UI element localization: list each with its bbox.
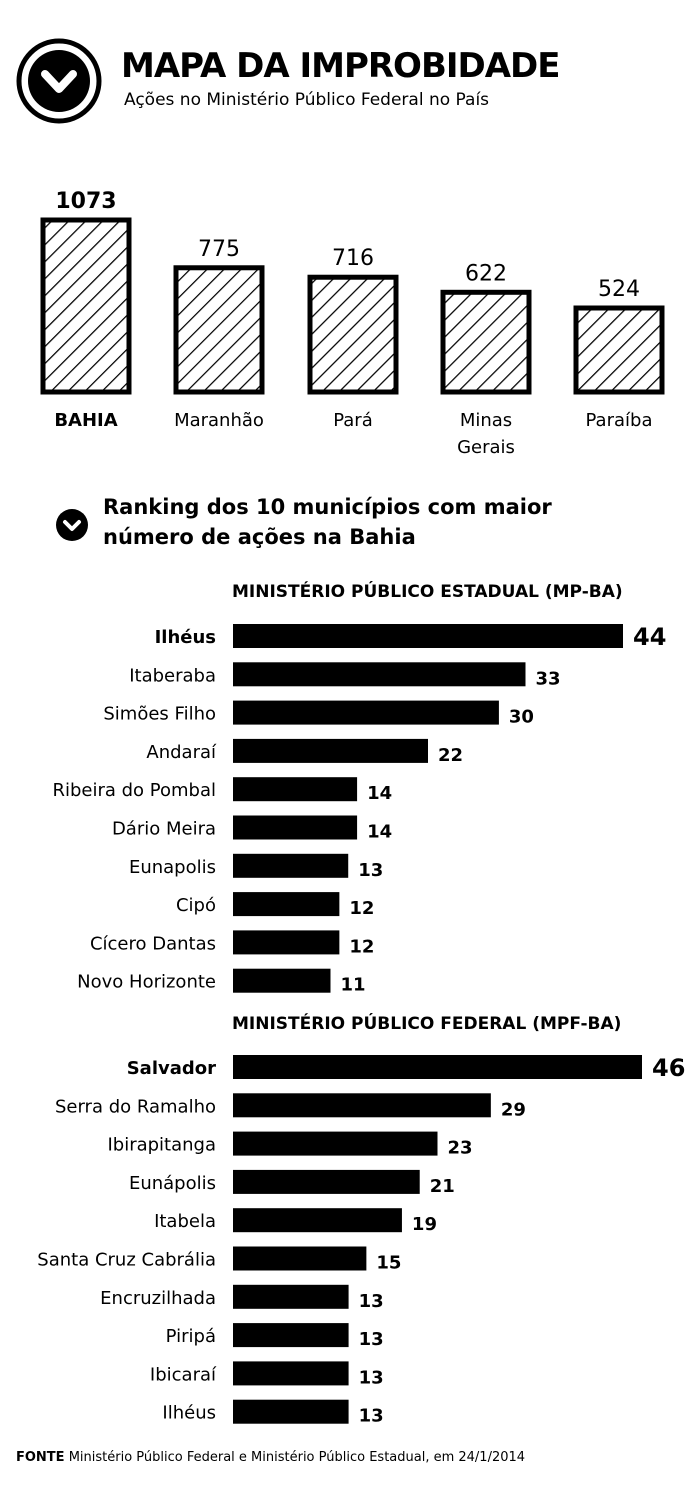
mpfba-section-title: MINISTÉRIO PÚBLICO FEDERAL (MPF-BA) [232,1014,622,1034]
mpfba-label-ibirapitanga: Ibirapitanga [107,1135,216,1156]
mpba-label-dario-meira: Dário Meira [112,819,216,840]
mpfba-label-serra-do-ramalho: Serra do Ramalho [55,1096,216,1117]
mpfba-value-eunapolis: 21 [430,1176,455,1197]
mpba-value-dario-meira: 14 [367,822,392,843]
mpba-value-simoes-filho: 30 [509,707,534,728]
bar-bahia [40,217,132,395]
mpfba-bar-ilheus [233,1399,349,1424]
page-title: MAPA DA IMPROBIDADE [121,46,561,86]
mpfba-bar-piripa [233,1323,349,1348]
mpba-label-eunapolis: Eunapolis [129,857,216,878]
category-label-para: Pará [333,410,373,431]
mpba-bar-ilheus [233,624,623,648]
mpfba-bar-encruzilhada [233,1284,349,1309]
mpba-label-novo-horizonte: Novo Horizonte [77,972,216,993]
mpba-label-itaberaba: Itaberaba [129,665,216,686]
ranking-heading-line2: número de ações na Bahia [103,525,416,549]
mpfba-label-salvador: Salvador [127,1058,216,1079]
mpba-bar-eunapolis [233,853,349,878]
mpfba-bar-ibicarai [233,1361,349,1386]
source-note: FONTE Ministério Público Federal e Minis… [16,1450,525,1465]
value-label-maranhao: 775 [198,237,240,262]
chevron-down-circle-icon [16,38,102,124]
mpba-value-itaberaba: 33 [536,668,561,689]
mpba-bar-dario-meira [233,815,358,840]
value-label-minas-gerais: 622 [465,261,507,286]
mpfba-label-ilheus: Ilhéus [162,1403,216,1424]
mpfba-value-piripa: 13 [359,1329,384,1350]
bar-minas-gerais [440,289,532,395]
source-text: Ministério Público Federal e Ministério … [68,1450,526,1465]
bar-maranhao [173,265,265,395]
mpfba-value-ibirapitanga: 23 [448,1138,473,1159]
mpfba-value-serra-do-ramalho: 29 [501,1099,526,1120]
mpba-bar-ribeira-do-pombal [233,777,358,802]
mpfba-bar-ibirapitanga [233,1131,438,1156]
mpba-value-cicero-dantas: 12 [349,936,374,957]
mpba-bar-itaberaba [233,662,526,687]
category-label-minas-gerais-2: Gerais [457,437,515,458]
mpfba-label-eunapolis: Eunápolis [129,1173,216,1194]
value-label-para: 716 [332,246,374,271]
mpba-label-ilheus: Ilhéus [155,627,216,648]
mpba-value-cipo: 12 [349,898,374,919]
mpba-label-ribeira-do-pombal: Ribeira do Pombal [52,780,216,801]
mpfba-label-itabela: Itabela [154,1211,216,1232]
mpba-label-andarai: Andaraí [146,742,217,763]
mpfba-bar-chart: Salvador 46 Serra do Ramalho 29 Ibirapitanga… [37,1054,685,1427]
mpba-section-title: MINISTÉRIO PÚBLICO ESTADUAL (MP-BA) [232,582,623,602]
mpfba-value-salvador: 46 [652,1054,685,1082]
mpfba-label-piripa: Piripá [166,1326,216,1347]
mpfba-label-ibicarai: Ibicaraí [150,1364,217,1385]
mpfba-value-ilheus: 13 [359,1406,384,1427]
mpba-label-cipo: Cipó [176,895,216,916]
ranking-heading-line1: Ranking dos 10 municípios com maior [103,495,552,519]
mpfba-value-itabela: 19 [412,1214,437,1235]
mpfba-label-encruzilhada: Encruzilhada [100,1288,216,1309]
category-label-maranhao: Maranhão [174,410,264,431]
category-label-paraiba: Paraíba [586,410,653,431]
mpba-label-simoes-filho: Simões Filho [103,704,216,725]
mpfba-bar-salvador [233,1055,642,1079]
chevron-down-circle-icon [56,509,88,541]
category-label-bahia: BAHIA [54,410,117,431]
bar-para [307,274,399,395]
mpba-bar-chart: Ilhéus 44 Itaberaba 33 Simões Filho 30 Andaraí… [52,623,666,996]
mpba-value-ilheus: 44 [633,623,666,651]
mpba-bar-cipo [233,892,340,917]
mpba-bar-simoes-filho [233,700,499,725]
mpfba-bar-serra-do-ramalho [233,1093,491,1118]
value-label-bahia: 1073 [55,189,116,214]
mpfba-bar-itabela [233,1208,402,1233]
mpba-bar-cicero-dantas [233,930,340,955]
page-subtitle: Ações no Ministério Público Federal no P… [124,90,490,110]
mpba-value-andarai: 22 [438,745,463,766]
mpba-value-eunapolis: 13 [358,860,383,881]
mpba-bar-novo-horizonte [233,968,331,993]
mpba-value-novo-horizonte: 11 [341,975,366,996]
value-label-paraiba: 524 [598,277,640,302]
ranking-heading: Ranking dos 10 municípios com maior núme… [103,492,663,552]
mpfba-bar-eunapolis [233,1169,420,1194]
mpfba-value-santa-cruz-cabralia: 15 [376,1253,401,1274]
mpba-bar-andarai [233,738,428,763]
mpba-label-cicero-dantas: Cícero Dantas [90,933,216,954]
bar-paraiba [573,305,665,395]
mpfba-value-encruzilhada: 13 [359,1291,384,1312]
category-label-minas-gerais-1: Minas [460,410,512,431]
source-label: FONTE [16,1450,65,1465]
state-bar-chart: 1073 BAHIA 775 Maranhão 716 Pará 622 Minas Gerai… [40,189,665,458]
mpfba-label-santa-cruz-cabralia: Santa Cruz Cabrália [37,1250,216,1271]
mpfba-value-ibicarai: 13 [359,1367,384,1388]
mpba-value-ribeira-do-pombal: 14 [367,783,392,804]
mpfba-bar-santa-cruz-cabralia [233,1246,367,1271]
